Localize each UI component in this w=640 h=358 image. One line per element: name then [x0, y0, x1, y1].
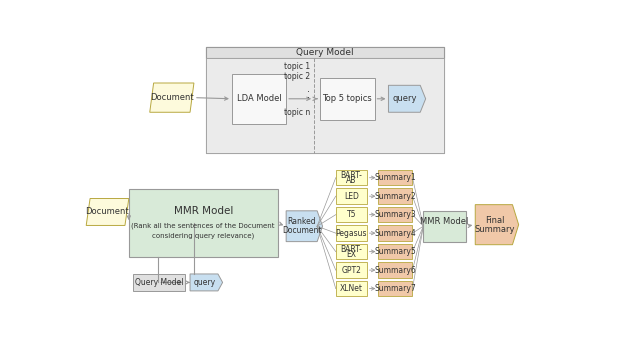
Bar [320, 78, 374, 120]
Bar [378, 281, 412, 296]
Polygon shape [476, 205, 518, 245]
Bar [336, 281, 367, 296]
Text: Pegasus: Pegasus [335, 229, 367, 238]
Bar [378, 170, 412, 185]
Text: LED: LED [344, 192, 358, 201]
Text: .: . [307, 90, 310, 100]
Polygon shape [190, 274, 223, 291]
Text: GPT2: GPT2 [341, 266, 361, 275]
Bar [205, 47, 444, 58]
Polygon shape [86, 198, 129, 226]
Text: Final: Final [485, 216, 504, 225]
Text: Top 5 topics: Top 5 topics [323, 94, 372, 103]
Text: Summary7: Summary7 [374, 284, 416, 293]
Text: Summary4: Summary4 [374, 229, 416, 238]
Bar [336, 262, 367, 278]
Bar [378, 262, 412, 278]
Text: Document: Document [150, 93, 193, 102]
Text: XLNet: XLNet [340, 284, 363, 293]
Text: Summary6: Summary6 [374, 266, 416, 275]
Text: MMR Model: MMR Model [420, 217, 469, 226]
Bar [378, 189, 412, 204]
Bar [205, 47, 444, 153]
Text: Query Model: Query Model [135, 278, 183, 287]
Bar [205, 58, 444, 153]
Bar [378, 244, 412, 259]
Text: Summary5: Summary5 [374, 247, 416, 256]
Bar [336, 244, 367, 259]
Bar [336, 207, 367, 222]
Polygon shape [388, 85, 426, 112]
Text: topic 1: topic 1 [284, 62, 310, 71]
Text: Document: Document [282, 226, 322, 235]
Text: .: . [307, 84, 310, 94]
Text: Ranked: Ranked [288, 217, 316, 226]
Polygon shape [150, 83, 194, 112]
Text: (Rank all the sentences of the Document: (Rank all the sentences of the Document [131, 223, 275, 229]
Text: EX: EX [346, 250, 356, 259]
Text: Summary1: Summary1 [374, 173, 416, 182]
Text: query: query [392, 94, 417, 103]
Bar [336, 189, 367, 204]
Bar [378, 207, 412, 222]
Bar [132, 274, 186, 291]
Text: topic 2: topic 2 [284, 72, 310, 81]
Text: AB: AB [346, 176, 356, 185]
Text: Query Model: Query Model [296, 48, 354, 57]
Text: BART-: BART- [340, 171, 362, 180]
Text: Document: Document [85, 208, 129, 217]
Bar [336, 170, 367, 185]
Text: topic n: topic n [284, 108, 310, 117]
Bar [336, 226, 367, 241]
Bar [378, 226, 412, 241]
Text: considering query relevance): considering query relevance) [152, 232, 254, 239]
Text: Summary: Summary [474, 225, 515, 234]
Text: LDA Model: LDA Model [237, 94, 282, 103]
Text: query: query [194, 278, 216, 287]
Text: BART-: BART- [340, 245, 362, 254]
Text: T5: T5 [346, 210, 356, 219]
Text: Summary2: Summary2 [374, 192, 416, 201]
Text: Summary3: Summary3 [374, 210, 416, 219]
Bar [423, 211, 466, 242]
Polygon shape [286, 211, 323, 242]
Bar [232, 74, 286, 124]
Text: MMR Model: MMR Model [173, 206, 233, 216]
Bar [129, 189, 278, 257]
